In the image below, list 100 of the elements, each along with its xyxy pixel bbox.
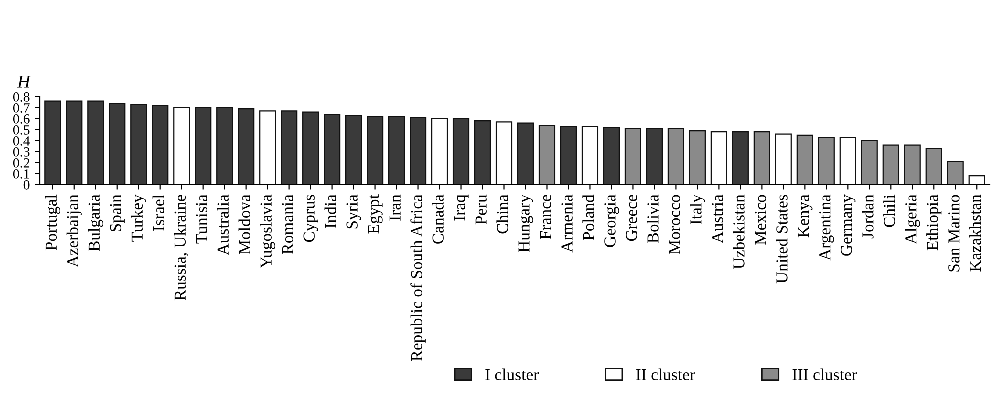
x-tick-label: Italy — [690, 194, 706, 225]
x-tick-label: Morocco — [669, 195, 680, 254]
bar — [238, 108, 255, 185]
bar — [517, 122, 534, 185]
bar — [216, 107, 234, 185]
bar — [775, 134, 792, 185]
bar — [603, 127, 620, 185]
bar — [538, 124, 556, 185]
x-tick-label: Germany — [841, 194, 856, 256]
x-tick-label: Yugoslavia — [260, 194, 276, 268]
x-tick-label: France — [540, 195, 552, 240]
x-tick-label: Tunisia — [196, 194, 208, 244]
bar — [668, 128, 684, 185]
bar — [689, 130, 706, 185]
bar — [452, 118, 470, 185]
x-tick-label: Australia — [217, 194, 230, 256]
y-tick-label: 0.3 — [13, 147, 30, 157]
bar — [560, 126, 578, 185]
y-tick-label: 0.4 — [13, 136, 30, 146]
x-tick-label: China — [496, 194, 508, 234]
x-tick-label: United States — [776, 195, 788, 284]
bar — [474, 120, 492, 185]
bar — [624, 128, 642, 185]
bar — [496, 122, 513, 185]
bar — [152, 105, 169, 185]
x-tick-label: Iraq — [454, 194, 469, 221]
x-tick-label: Hungary — [518, 194, 534, 252]
y-axis-title: H — [17, 76, 32, 88]
x-tick-label: Iran — [390, 194, 401, 221]
bar — [754, 132, 770, 185]
legend-label: II cluster — [636, 368, 696, 381]
x-tick-label: Jordan — [862, 194, 874, 239]
x-tick-label: Romania — [282, 194, 294, 254]
x-tick-label: Syria — [346, 194, 362, 229]
x-tick-label: Kenya — [798, 194, 813, 238]
x-tick-label: Algeria — [905, 194, 920, 244]
x-tick-label: Spain — [110, 194, 125, 232]
bar — [904, 144, 921, 185]
bar — [388, 116, 406, 185]
bar — [840, 137, 856, 185]
bar — [324, 114, 341, 185]
bar — [732, 132, 749, 185]
x-tick-label: Armenia — [562, 194, 573, 253]
bar — [582, 126, 599, 185]
y-tick-label: 0.5 — [13, 125, 30, 135]
bar — [44, 100, 62, 185]
x-tick-label: Russia, Ukraine — [174, 195, 188, 301]
bar — [796, 134, 814, 185]
bar — [174, 107, 190, 185]
legend-label: III cluster — [792, 368, 858, 381]
y-tick-label: 0.7 — [13, 104, 30, 113]
bar — [926, 148, 942, 185]
y-tick-label: 0.8 — [13, 92, 30, 102]
x-tick-label: Canada — [432, 194, 444, 244]
x-tick-label: Moldova — [238, 194, 251, 254]
legend-label: I cluster — [486, 368, 539, 381]
bar — [646, 128, 663, 185]
bar — [861, 140, 878, 185]
x-tick-label: Mexico — [755, 195, 766, 246]
bar — [346, 115, 362, 185]
y-tick-label: 0.2 — [13, 158, 30, 168]
bar — [818, 137, 835, 185]
x-tick-label: Israel — [152, 194, 165, 231]
x-tick-label: Argentina — [820, 194, 834, 261]
bar — [130, 104, 148, 185]
x-tick-label: Ethiopia — [926, 194, 942, 251]
y-tick-label: 0.1 — [13, 169, 30, 179]
bar — [947, 161, 964, 185]
x-tick-label: Bolivia — [647, 194, 659, 244]
x-tick-label: Azerbaijan — [66, 194, 82, 268]
x-tick-label: Cyprus — [304, 195, 318, 242]
bar — [260, 110, 276, 185]
x-tick-label: Georgia — [604, 194, 620, 248]
bar — [109, 102, 126, 185]
x-tick-label: Portugal — [45, 194, 60, 251]
x-tick-label: San Marino — [948, 195, 960, 272]
y-tick-label: 0.6 — [13, 114, 30, 124]
bar — [431, 118, 448, 185]
x-tick-label: Turkey — [131, 194, 146, 242]
bar — [88, 100, 104, 185]
bar — [302, 112, 320, 185]
bar — [882, 144, 900, 185]
x-tick-label: Republic of South Africa — [410, 194, 426, 362]
y-tick-label: 0 — [24, 180, 30, 190]
bar — [195, 107, 212, 185]
x-tick-label: Peru — [476, 194, 487, 225]
bar — [66, 100, 83, 185]
x-tick-label: Egypt — [368, 194, 383, 234]
x-tick-label: Austria — [712, 194, 724, 244]
bar — [968, 176, 986, 185]
bar — [710, 132, 728, 185]
bar — [281, 110, 298, 185]
bar — [367, 116, 384, 185]
bar — [410, 117, 427, 185]
x-tick-label: Kazakhstan — [970, 194, 982, 272]
x-tick-label: Bulgaria — [88, 194, 104, 252]
x-tick-label: Chili — [884, 194, 896, 228]
x-tick-label: India — [324, 194, 336, 228]
x-tick-label: Uzbekistan — [733, 194, 745, 270]
x-tick-label: Poland — [582, 194, 594, 240]
